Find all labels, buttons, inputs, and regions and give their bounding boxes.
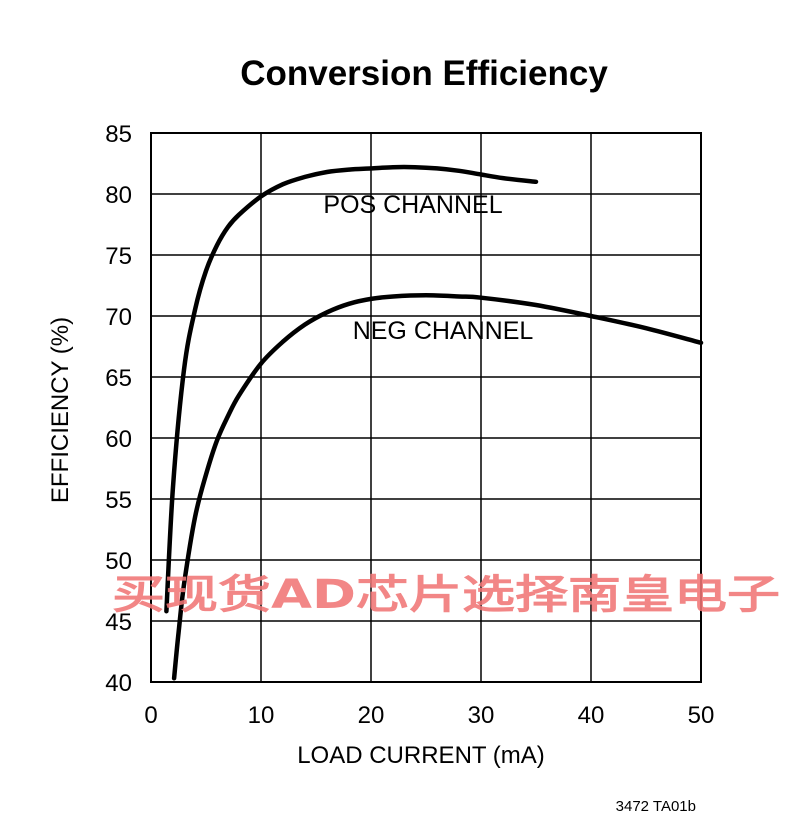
x-tick-label: 50 — [688, 702, 715, 729]
x-tick-label: 20 — [358, 702, 385, 729]
x-tick-label: 10 — [248, 702, 275, 729]
series-lines — [164, 164, 704, 681]
y-tick-label: 85 — [105, 121, 132, 148]
watermark-text: 买现货AD芯片选择南皇电子 — [112, 572, 780, 618]
y-tick-label: 55 — [105, 487, 132, 514]
y-tick-label: 70 — [105, 304, 132, 331]
x-tick-label: 30 — [468, 702, 495, 729]
y-tick-label: 40 — [105, 670, 132, 697]
plot-frame — [150, 132, 702, 683]
y-axis-label: EFFICIENCY (%) — [47, 317, 74, 503]
y-tick-label: 60 — [105, 426, 132, 453]
y-tick-label: 80 — [105, 182, 132, 209]
x-tick-labels: 0 10 20 30 40 50 — [144, 702, 714, 729]
y-tick-label: 45 — [105, 609, 132, 636]
series-line-pos-channel — [164, 164, 539, 614]
y-tick-label: 50 — [105, 548, 132, 575]
y-tick-label: 75 — [105, 243, 132, 270]
y-tick-labels: 40 45 50 55 60 65 70 75 80 85 — [105, 121, 132, 697]
annotation-pos-channel: POS CHANNEL — [323, 191, 502, 219]
x-axis-label: LOAD CURRENT (mA) — [297, 742, 545, 769]
x-tick-label: 0 — [144, 702, 157, 729]
figure-id: 3472 TA01b — [616, 798, 696, 815]
series-line-neg-channel — [171, 293, 704, 681]
annotation-neg-channel: NEG CHANNEL — [353, 317, 534, 345]
x-tick-label: 40 — [578, 702, 605, 729]
chart-title: Conversion Efficiency — [240, 54, 608, 93]
grid-lines — [151, 133, 701, 682]
y-tick-label: 65 — [105, 365, 132, 392]
